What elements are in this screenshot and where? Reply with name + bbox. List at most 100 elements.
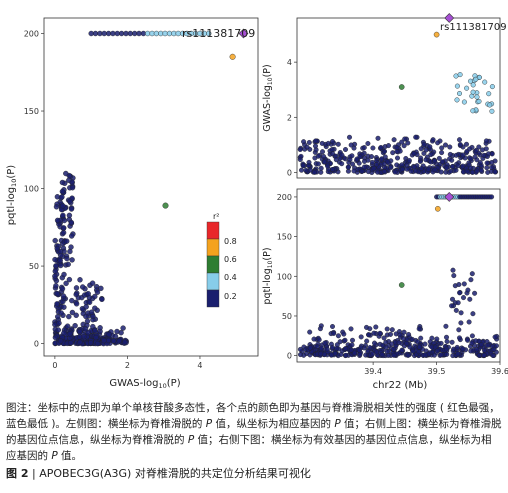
data-point bbox=[428, 152, 434, 158]
data-point bbox=[383, 339, 389, 345]
right-top-lead-label: rs111381709 bbox=[440, 22, 507, 33]
data-point bbox=[438, 352, 444, 358]
legend-dark-blue bbox=[206, 289, 220, 308]
data-point bbox=[57, 338, 64, 344]
data-point bbox=[399, 347, 405, 353]
data-point bbox=[52, 334, 59, 341]
data-point bbox=[68, 219, 75, 226]
data-point bbox=[61, 330, 67, 336]
data-point bbox=[342, 337, 348, 343]
data-point bbox=[370, 145, 376, 151]
data-point bbox=[455, 351, 461, 357]
data-point bbox=[68, 233, 75, 239]
data-point bbox=[77, 277, 83, 283]
data-point bbox=[73, 312, 79, 318]
data-point bbox=[367, 326, 373, 332]
data-point bbox=[69, 184, 76, 191]
data-point bbox=[72, 323, 78, 329]
data-point bbox=[83, 304, 89, 310]
legend-tick-3: 0.2 bbox=[224, 292, 237, 301]
data-point bbox=[430, 137, 436, 143]
data-point bbox=[307, 345, 313, 351]
lead-snp-marker bbox=[238, 28, 249, 39]
data-point bbox=[369, 159, 375, 165]
figure-caption: 图注：坐标中的点即为单个单核苷酸多态性，各个点的颜色即为基因与脊椎滑脱相关性的强… bbox=[6, 402, 502, 462]
data-point bbox=[94, 289, 101, 295]
data-point bbox=[322, 159, 328, 165]
data-point bbox=[73, 285, 80, 291]
data-point bbox=[407, 344, 413, 350]
data-point bbox=[93, 334, 99, 341]
right-bottom-scatter-panel: 0 50 100 150 200 39.4 39.5 39.6 chr22 (Mb) pqtl… bbox=[262, 188, 508, 391]
data-point bbox=[432, 158, 438, 164]
data-point bbox=[297, 156, 303, 162]
data-point bbox=[470, 89, 476, 95]
data-point bbox=[381, 335, 387, 341]
data-point bbox=[413, 134, 419, 140]
data-point bbox=[384, 349, 390, 355]
legend-tick-0: 0.8 bbox=[224, 237, 237, 246]
data-point bbox=[348, 142, 354, 148]
y-tick-label: 0 bbox=[287, 352, 292, 361]
data-point bbox=[335, 333, 341, 339]
data-point bbox=[489, 159, 495, 165]
data-point bbox=[444, 334, 450, 340]
right-top-points bbox=[297, 13, 499, 175]
y-tick-label: 2 bbox=[287, 113, 292, 122]
data-point bbox=[53, 283, 59, 289]
data-point bbox=[343, 146, 349, 152]
data-point bbox=[413, 168, 419, 174]
y-tick-label: 200 bbox=[277, 193, 292, 202]
data-point bbox=[384, 326, 390, 332]
data-point bbox=[397, 332, 403, 338]
data-point bbox=[388, 331, 394, 337]
data-point bbox=[53, 204, 60, 210]
y-tick-label: 150 bbox=[24, 107, 39, 116]
legend-green bbox=[206, 255, 220, 274]
data-point bbox=[313, 138, 319, 144]
data-point bbox=[337, 339, 343, 345]
data-point bbox=[306, 139, 312, 145]
right-bottom-plot-frame bbox=[296, 188, 501, 363]
left-points bbox=[52, 28, 249, 347]
right-bottom-x-axis-label: chr22 (Mb) bbox=[373, 380, 428, 391]
data-point bbox=[52, 273, 58, 279]
y-tick-label: 50 bbox=[29, 262, 39, 271]
data-point bbox=[329, 352, 335, 358]
data-point bbox=[458, 320, 464, 326]
data-point bbox=[348, 347, 354, 353]
data-point bbox=[476, 144, 482, 150]
data-point bbox=[406, 158, 412, 164]
right-top-y-axis-label: GWAS-log10(P) bbox=[262, 64, 274, 131]
data-point bbox=[66, 177, 72, 184]
data-point bbox=[439, 159, 445, 165]
figure-title: 图 2 | APOBEC3G(A3G) 对脊椎滑脱的共定位分析结果可视化 bbox=[6, 467, 311, 480]
data-point bbox=[461, 99, 467, 105]
data-point bbox=[325, 140, 331, 146]
data-point bbox=[418, 335, 424, 341]
data-point bbox=[481, 352, 487, 358]
data-point bbox=[59, 188, 66, 195]
data-point bbox=[389, 327, 395, 333]
data-point bbox=[362, 158, 368, 164]
x-tick-label: 39.5 bbox=[428, 367, 446, 376]
data-point bbox=[450, 164, 456, 170]
data-point bbox=[61, 304, 67, 310]
data-point bbox=[450, 296, 456, 302]
data-point bbox=[489, 108, 495, 114]
data-point bbox=[416, 326, 422, 332]
data-point bbox=[352, 350, 358, 356]
data-point bbox=[457, 90, 463, 96]
highlight-point bbox=[433, 31, 440, 38]
data-point bbox=[105, 337, 112, 344]
data-point bbox=[315, 153, 321, 159]
data-point bbox=[453, 152, 459, 158]
legend-tick-2: 0.4 bbox=[224, 273, 237, 282]
data-point bbox=[363, 352, 369, 358]
data-point bbox=[68, 340, 74, 346]
data-point bbox=[369, 154, 375, 160]
data-point bbox=[372, 340, 378, 346]
data-point bbox=[391, 137, 397, 143]
data-point bbox=[60, 229, 67, 236]
data-point bbox=[61, 271, 67, 278]
